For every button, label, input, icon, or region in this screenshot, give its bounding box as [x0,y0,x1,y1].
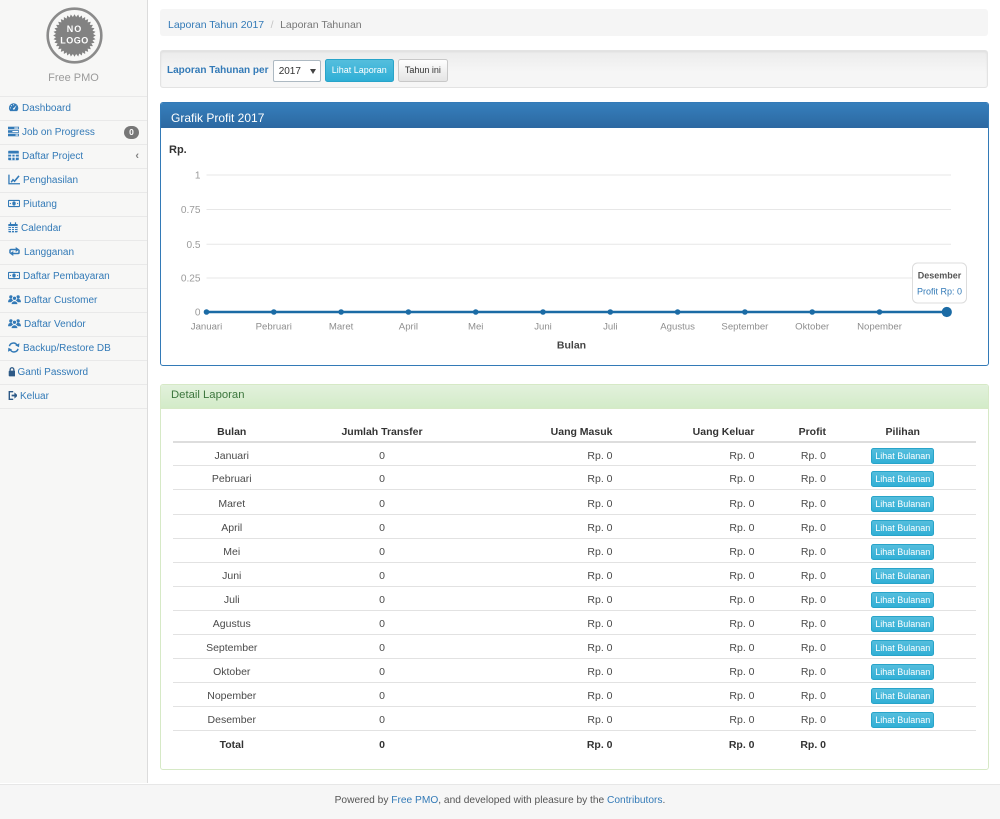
svg-text:0.25: 0.25 [181,274,201,285]
svg-text:Profit Rp: 0: Profit Rp: 0 [917,287,962,297]
svg-text:LOGO: LOGO [60,36,89,46]
svg-text:Januari: Januari [191,322,222,333]
svg-text:Nopember: Nopember [857,322,903,333]
svg-text:September: September [721,322,769,333]
svg-text:Mei: Mei [468,322,483,333]
svg-text:Juli: Juli [603,322,617,333]
svg-text:0: 0 [195,308,201,319]
svg-text:Desember: Desember [918,271,962,281]
svg-text:1: 1 [195,171,201,182]
svg-text:April: April [399,322,418,333]
svg-text:Pebruari: Pebruari [256,322,292,333]
svg-text:NO: NO [67,24,83,34]
svg-text:Rp.: Rp. [169,144,187,156]
svg-text:Agustus: Agustus [660,322,695,333]
svg-text:Maret: Maret [329,322,354,333]
svg-text:Bulan: Bulan [557,340,586,352]
svg-text:0.75: 0.75 [181,205,201,216]
svg-text:Juni: Juni [534,322,552,333]
svg-text:0.5: 0.5 [186,240,200,251]
svg-text:Oktober: Oktober [795,322,830,333]
